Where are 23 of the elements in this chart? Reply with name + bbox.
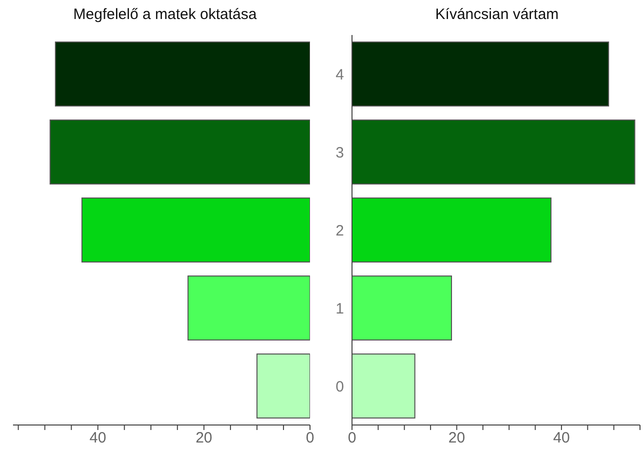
bar xyxy=(54,42,310,107)
x-tick-label: 0 xyxy=(348,430,356,447)
bar xyxy=(352,198,552,263)
bar xyxy=(188,276,310,341)
chart-title: Megfelelő a matek oktatása xyxy=(72,6,258,23)
x-tick-label: 0 xyxy=(306,430,314,447)
bar xyxy=(352,276,452,341)
x-tick-label: 40 xyxy=(553,430,570,447)
bar xyxy=(81,198,310,263)
bar xyxy=(352,354,416,419)
bar xyxy=(352,42,610,107)
x-tick-label: 20 xyxy=(448,430,466,447)
y-tick-label: 2 xyxy=(336,222,344,240)
bar xyxy=(256,354,310,419)
y-tick-label: 1 xyxy=(336,300,344,318)
bar xyxy=(50,120,310,185)
x-tick-label: 20 xyxy=(196,430,212,447)
y-tick-label: 0 xyxy=(336,378,344,396)
y-tick-label: 4 xyxy=(336,66,344,84)
x-tick-label: 40 xyxy=(90,430,106,447)
y-tick-label: 3 xyxy=(336,144,344,162)
chart-title: Kíváncsian vártam xyxy=(434,6,560,23)
bar xyxy=(352,120,636,185)
